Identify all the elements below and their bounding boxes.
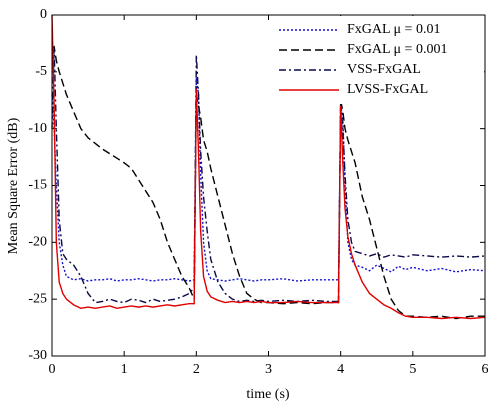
series-line (51, 77, 486, 282)
legend-label: FxGAL μ = 0.001 (347, 42, 447, 57)
legend-label: VSS-FxGAL (347, 62, 421, 77)
legend-label: LVSS-FxGAL (347, 82, 428, 97)
y-axis-label: Mean Square Error (dB) (6, 117, 21, 254)
x-tick-label: 5 (409, 362, 416, 377)
x-axis-label: time (s) (246, 387, 289, 402)
x-tick-label: 6 (482, 362, 489, 377)
x-tick-label: 2 (193, 362, 200, 377)
y-tick-label: -10 (28, 121, 47, 136)
plot-frame (51, 14, 486, 357)
y-tick-label: -15 (28, 178, 47, 193)
x-tick-label: 0 (49, 362, 56, 377)
x-tick-label: 1 (121, 362, 128, 377)
x-tick-label: 3 (265, 362, 272, 377)
series-line (51, 45, 485, 320)
y-tick-label: -20 (28, 235, 47, 250)
x-tick-label: 4 (337, 362, 344, 377)
series-line (51, 49, 486, 304)
y-tick-label: 0 (40, 7, 47, 22)
y-tick-label: -25 (28, 291, 47, 306)
series-line (51, 14, 486, 320)
legend-label: FxGAL μ = 0.01 (347, 22, 440, 37)
y-tick-label: -30 (28, 348, 47, 363)
y-tick-label: -5 (35, 64, 47, 79)
